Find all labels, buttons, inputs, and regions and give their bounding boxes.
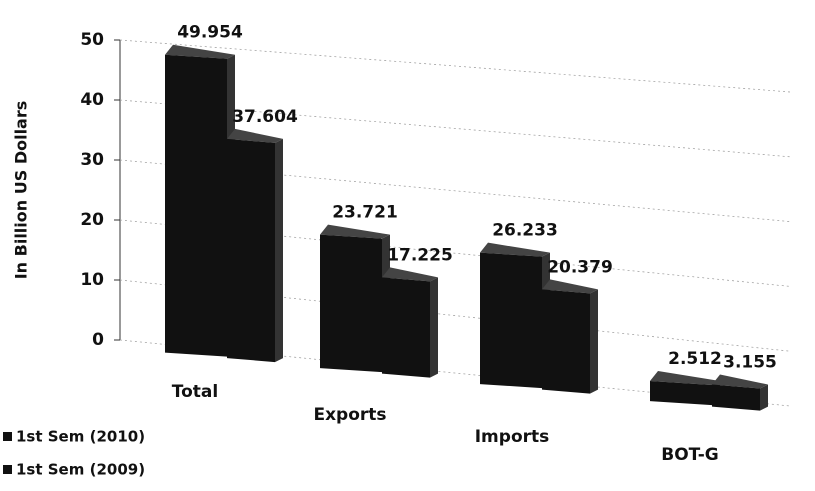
bar-top — [165, 44, 235, 59]
x-tick-label: Total — [172, 382, 218, 402]
y-tick-label: 10 — [80, 270, 104, 290]
bar-side — [430, 277, 438, 378]
y-axis-label: In Billion US Dollars — [12, 101, 31, 280]
x-tick-label: BOT-G — [661, 445, 719, 465]
value-label: 49.954 — [177, 23, 243, 43]
bar-side — [275, 138, 283, 363]
bar — [382, 277, 430, 378]
bar — [320, 234, 382, 373]
x-tick-label: Imports — [475, 427, 550, 447]
legend-label: 1st Sem (2010) — [16, 428, 145, 446]
value-label: 20.379 — [547, 257, 613, 277]
y-tick-label: 20 — [80, 210, 104, 230]
bar — [480, 252, 542, 389]
y-tick-label: 0 — [92, 330, 104, 350]
value-label: 37.604 — [232, 107, 298, 127]
grid-line — [119, 219, 791, 287]
y-tick-label: 40 — [80, 90, 104, 110]
y-tick-label: 30 — [80, 150, 104, 170]
bar-top — [227, 128, 283, 143]
bar — [227, 138, 275, 363]
bar-top — [480, 242, 550, 257]
grid-line — [119, 99, 791, 158]
x-tick-label: Exports — [313, 405, 386, 425]
bar — [650, 381, 712, 406]
value-label: 2.512 — [668, 349, 722, 369]
value-label: 23.721 — [332, 203, 398, 223]
bar-top — [542, 279, 598, 294]
bar — [542, 289, 590, 394]
grid-line — [119, 39, 791, 93]
legend-swatch — [3, 432, 12, 441]
bar-top — [712, 374, 768, 389]
y-tick-label: 50 — [80, 30, 104, 50]
value-label: 17.225 — [387, 245, 453, 265]
bar — [165, 54, 227, 357]
bar-top — [382, 267, 438, 282]
legend-swatch — [3, 465, 12, 474]
bar-side — [590, 289, 598, 394]
bar-side — [760, 384, 768, 411]
grid-line — [119, 159, 791, 222]
legend-label: 1st Sem (2009) — [16, 461, 145, 479]
value-label: 26.233 — [492, 221, 558, 241]
bar-top — [650, 371, 720, 386]
grid-line — [119, 279, 791, 352]
value-label: 3.155 — [723, 353, 777, 373]
bar — [712, 384, 760, 411]
bar-top — [320, 224, 390, 239]
